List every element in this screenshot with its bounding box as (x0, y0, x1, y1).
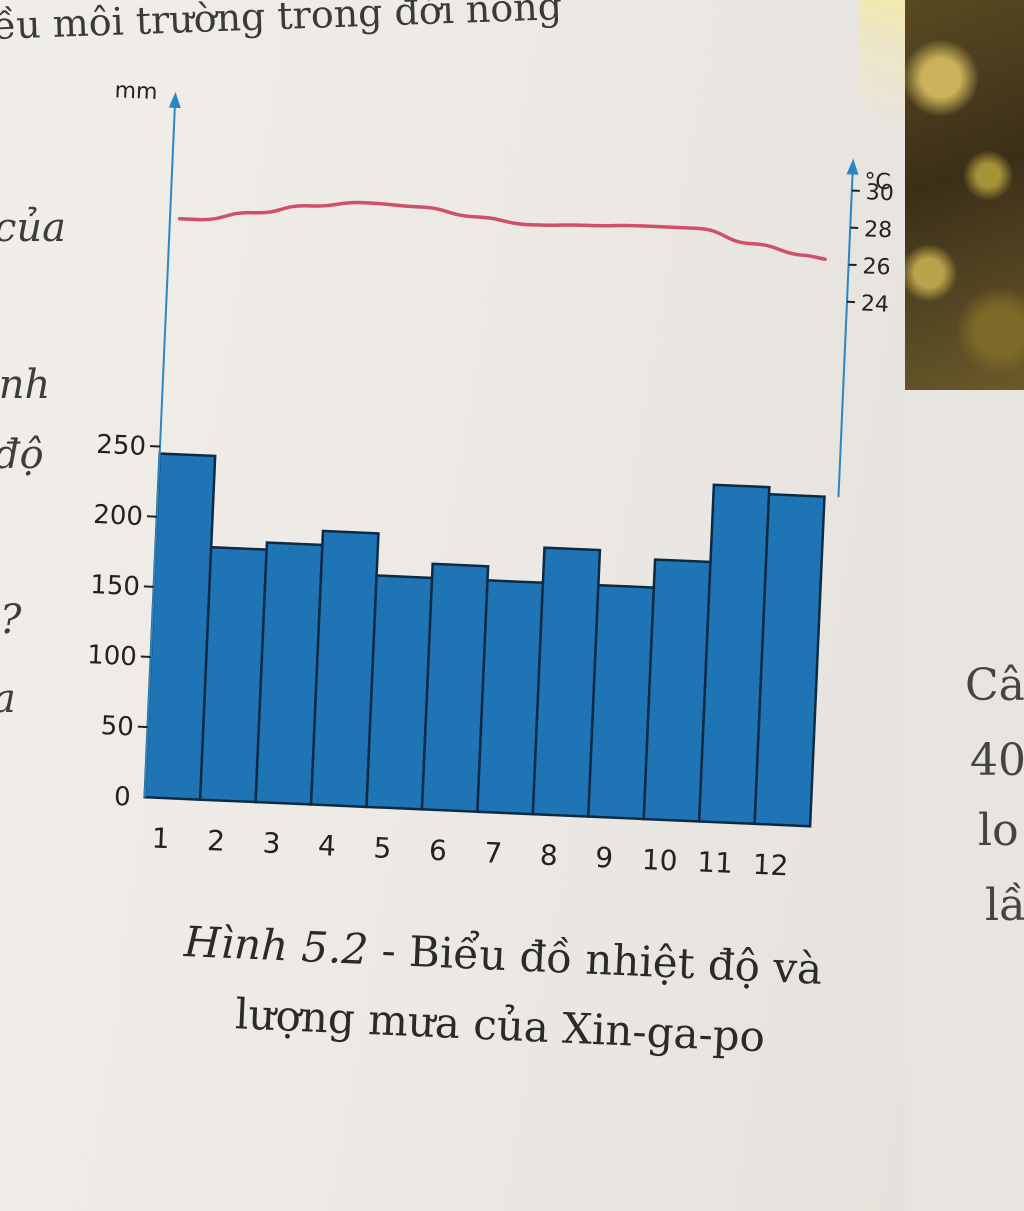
right-page (905, 390, 1024, 1211)
bar-month-12 (753, 492, 826, 828)
right-tick-label-30: 30 (865, 180, 894, 206)
x-tick-label-11: 11 (697, 845, 734, 880)
caption-line-1: - Biểu đồ nhiệt độ và (367, 925, 824, 994)
right-tick-label-24: 24 (860, 291, 889, 317)
right-axis-unit: °C (864, 169, 891, 195)
margin-word-2: ình (0, 362, 51, 408)
x-tick-label-7: 7 (484, 836, 503, 870)
temperature-line (177, 200, 827, 261)
x-tick-label-12: 12 (752, 848, 789, 883)
right-axis-line (837, 170, 854, 498)
caption-figure-number: Hình 5.2 (183, 916, 370, 974)
left-axis-arrow (168, 91, 181, 109)
margin-word-4: ? (0, 597, 22, 643)
margin-word-1: của (0, 205, 67, 251)
margin-word-3: độ (0, 432, 44, 478)
left-tick-label-250: 250 (96, 430, 147, 462)
left-tick-label-100: 100 (87, 640, 138, 672)
photo-right-page (905, 0, 1024, 390)
right-word-4: lầ (985, 880, 1024, 931)
x-tick-label-10: 10 (641, 843, 678, 878)
x-tick-label-4: 4 (317, 829, 336, 863)
right-tick-label-26: 26 (862, 254, 891, 280)
right-axis-arrow (846, 158, 859, 175)
left-axis-line (143, 103, 176, 798)
x-tick-label-8: 8 (539, 839, 558, 873)
bar-month-5 (365, 574, 434, 811)
caption-line-2: lượng mưa của Xin-ga-po (234, 989, 766, 1062)
right-word-1: Câ (965, 660, 1024, 711)
right-word-2: 40 (970, 735, 1024, 786)
margin-word-5: a (0, 676, 16, 722)
bar-month-9 (586, 583, 656, 821)
left-axis-unit: mm (114, 78, 158, 105)
x-tick-label-1: 1 (151, 822, 170, 856)
x-tick-label-6: 6 (428, 834, 447, 868)
x-tick-label-9: 9 (595, 841, 614, 875)
left-tick-label-0: 0 (113, 782, 131, 813)
left-tick-label-150: 150 (90, 570, 141, 602)
left-tick-label-200: 200 (93, 500, 144, 532)
right-word-3: lo (978, 805, 1019, 856)
bar-month-7 (476, 579, 545, 816)
right-tick-label-28: 28 (864, 217, 893, 243)
left-tick-label-50: 50 (100, 711, 134, 742)
x-tick-label-5: 5 (373, 831, 392, 865)
x-tick-label-2: 2 (206, 824, 225, 858)
x-tick-label-3: 3 (262, 826, 281, 860)
